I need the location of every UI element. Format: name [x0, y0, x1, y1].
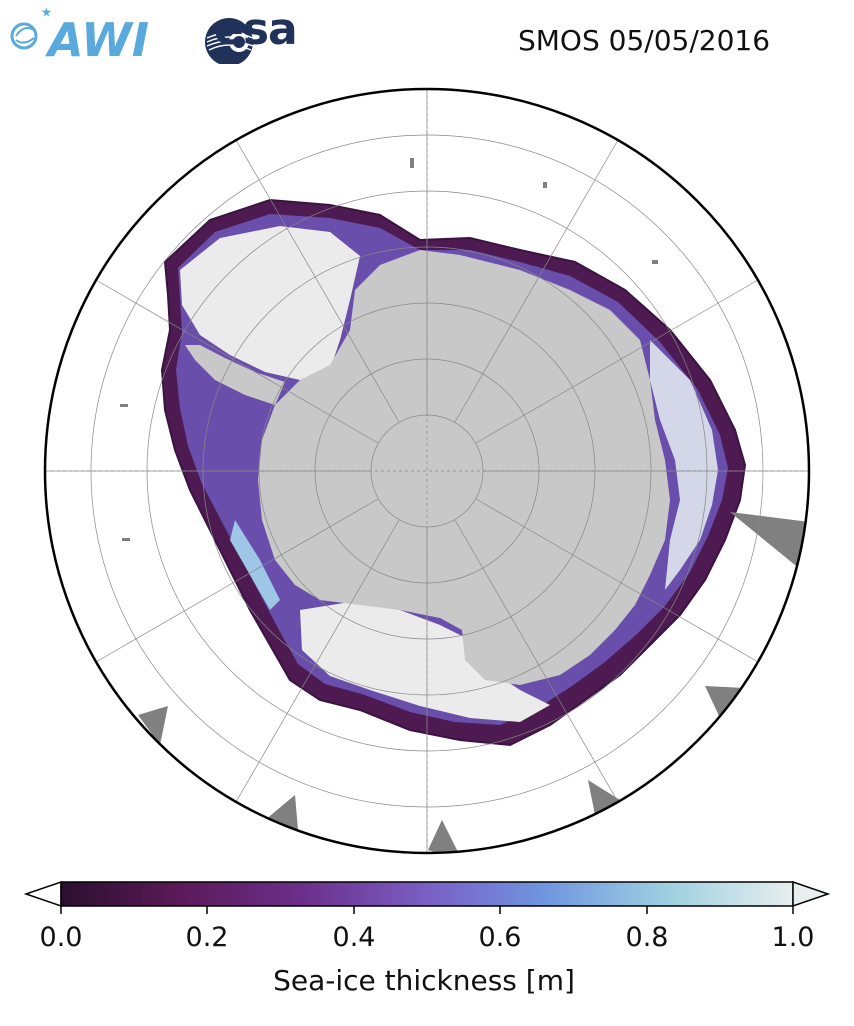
- antarctic-peninsula: [185, 345, 285, 405]
- map-boundary: [43, 87, 811, 855]
- antarctica-land: [258, 250, 670, 685]
- colorbar-tick-label: 1.0: [771, 922, 815, 953]
- weddell-sea-ice: [180, 226, 360, 380]
- colorbar-gradient: [60, 881, 794, 907]
- colorbar-tick-label: 0.2: [185, 922, 229, 953]
- colorbar-extend-min: [23, 880, 62, 908]
- esa-logo-icon: [205, 18, 254, 64]
- ross-sea-ice: [300, 602, 550, 722]
- colorbar-tick-label: 0.4: [332, 922, 376, 953]
- awi-logo: AWI: [10, 7, 148, 62]
- awi-logo-text: AWI: [45, 13, 148, 62]
- colorbar-label: Sea-ice thickness [m]: [273, 964, 575, 997]
- esa-logo-text: esa: [214, 4, 298, 55]
- colorbar: [23, 880, 831, 914]
- colorbar-label-wrap: Sea-ice thickness [m]: [0, 964, 854, 997]
- colorbar-tick-label: 0.8: [625, 922, 669, 953]
- colorbar-tick-label: 0.0: [39, 922, 83, 953]
- colorbar-extend-max: [792, 880, 831, 908]
- map-title: SMOS 05/05/2016: [518, 24, 771, 57]
- colorbar-tick-label: 0.6: [478, 922, 522, 953]
- polar-map: [43, 87, 811, 855]
